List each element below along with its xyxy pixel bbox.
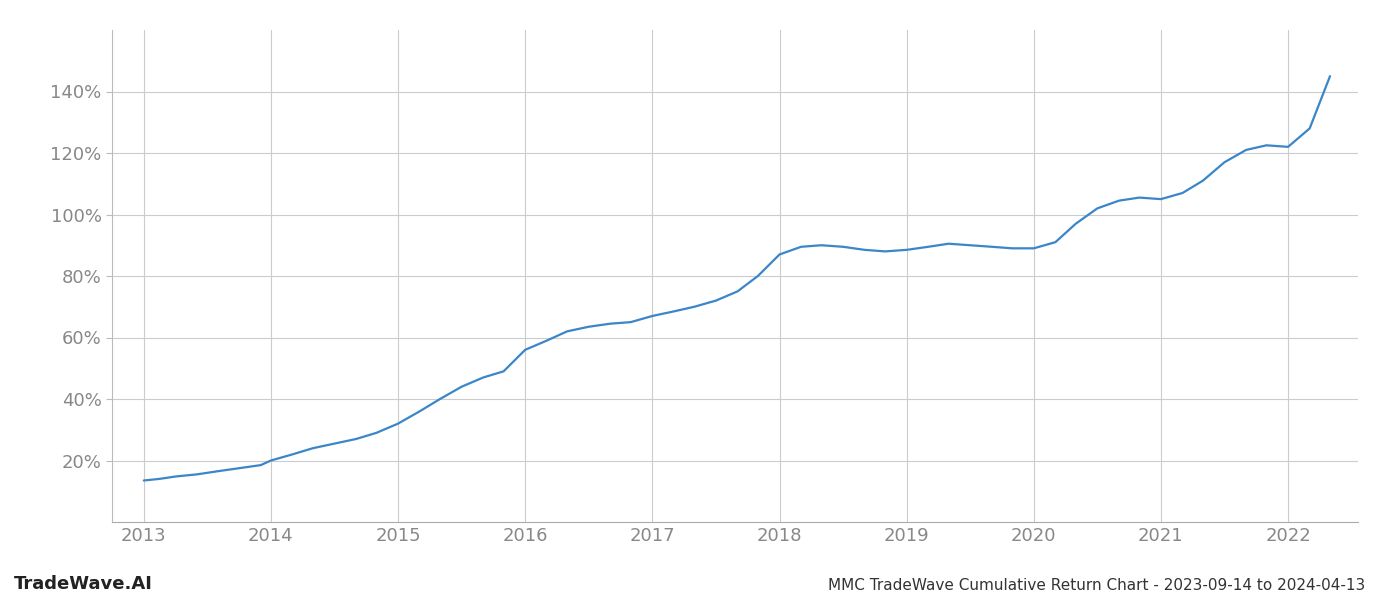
Text: TradeWave.AI: TradeWave.AI	[14, 575, 153, 593]
Text: MMC TradeWave Cumulative Return Chart - 2023-09-14 to 2024-04-13: MMC TradeWave Cumulative Return Chart - …	[827, 578, 1365, 593]
